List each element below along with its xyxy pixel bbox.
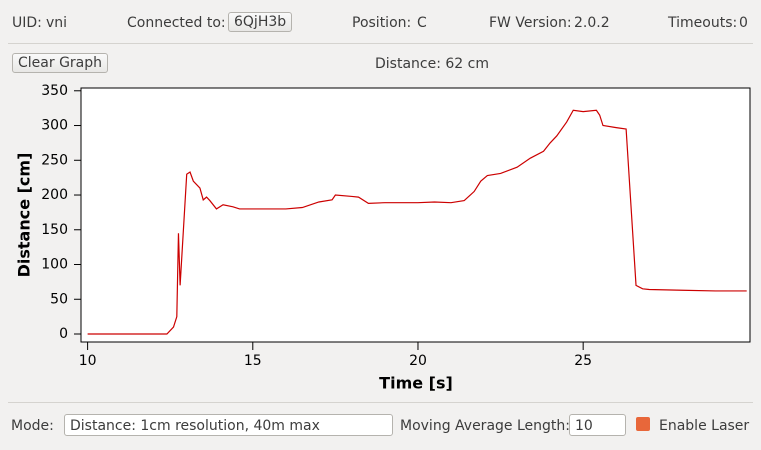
value: 2.0.2 xyxy=(574,15,610,31)
chart: Time [s] Distance [cm] 0 50 100 150 200 250 30… xyxy=(15,83,751,393)
value: vni xyxy=(46,15,68,31)
y-tick-label: 250 xyxy=(41,152,68,168)
data-line xyxy=(87,109,747,335)
distance-readout: Distance: 62 cm xyxy=(375,56,489,72)
label: FW Version: xyxy=(489,15,572,31)
label: Mode: xyxy=(11,418,54,434)
plot-area xyxy=(80,87,751,343)
y-tick-label: 350 xyxy=(41,83,68,99)
y-axis-title: Distance [cm] xyxy=(15,153,34,278)
clear-graph-button[interactable]: Clear Graph xyxy=(12,53,109,73)
y-tick-label: 0 xyxy=(59,326,68,342)
y-tick-label: 50 xyxy=(50,291,68,307)
label: Enable Laser xyxy=(659,418,750,434)
laser-checkbox[interactable] xyxy=(636,417,650,431)
y-tick-label: 200 xyxy=(41,187,68,203)
average-spinbox[interactable]: 10 xyxy=(569,414,626,436)
y-tick-label: 150 xyxy=(41,222,68,238)
mode-combobox[interactable]: Distance: 1cm resolution, 40m max xyxy=(64,414,393,436)
y-tick-label: 100 xyxy=(41,257,68,273)
label: Position: xyxy=(352,15,412,31)
separator xyxy=(8,402,753,403)
label: Moving Average Length: xyxy=(400,418,570,434)
x-tick-label: 25 xyxy=(574,353,592,369)
label: UID: xyxy=(12,15,42,31)
x-tick-label: 15 xyxy=(244,353,262,369)
separator xyxy=(8,43,753,44)
value: C xyxy=(417,15,427,31)
value: 0 xyxy=(739,15,748,31)
connected-button[interactable]: 6QjH3b xyxy=(228,12,293,32)
label: Connected to: xyxy=(127,15,226,31)
y-tick-label: 300 xyxy=(41,118,68,134)
x-tick-label: 10 xyxy=(79,353,97,369)
x-axis-title: Time [s] xyxy=(379,374,453,393)
x-tick-label: 20 xyxy=(409,353,427,369)
label: Timeouts: xyxy=(668,15,738,31)
